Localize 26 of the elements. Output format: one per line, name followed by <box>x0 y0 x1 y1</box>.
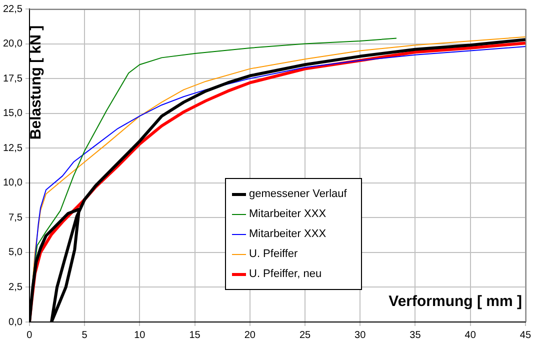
y-tick-label: 2,5 <box>8 282 23 293</box>
y-tick-label: 7,5 <box>8 212 23 224</box>
legend-label: U. Pfeiffer, neu <box>249 268 322 280</box>
y-tick-label: 15,0 <box>2 108 23 120</box>
x-tick-label: 30 <box>354 330 366 341</box>
legend-label: gemessener Verlauf <box>249 188 347 200</box>
y-tick-label: 0,0 <box>8 316 23 328</box>
x-tick-label: 10 <box>134 330 146 341</box>
x-tick-label: 25 <box>299 330 312 341</box>
y-tick-label: 17,5 <box>2 73 23 84</box>
y-tick-label: 5,0 <box>8 247 23 258</box>
legend-label: Mitarbeiter XXX <box>249 208 326 220</box>
y-tick-label: 10,0 <box>2 178 23 189</box>
x-tick-label: 5 <box>82 330 88 341</box>
x-tick-label: 15 <box>189 330 201 341</box>
y-tick-label: 20,0 <box>2 38 23 50</box>
y-tick-label: 12,5 <box>2 142 23 154</box>
x-tick-label: 20 <box>244 330 256 341</box>
x-tick-label: 40 <box>464 330 476 341</box>
legend-label: Mitarbeiter XXX <box>249 228 326 240</box>
x-tick-label: 45 <box>520 330 532 341</box>
x-tick-label: 0 <box>26 330 33 341</box>
x-axis-title: Verformung [ mm ] <box>388 293 522 310</box>
y-tick-label: 22,5 <box>2 4 23 15</box>
legend-label: U. Pfeiffer <box>249 248 298 260</box>
x-tick-label: 35 <box>410 330 422 341</box>
